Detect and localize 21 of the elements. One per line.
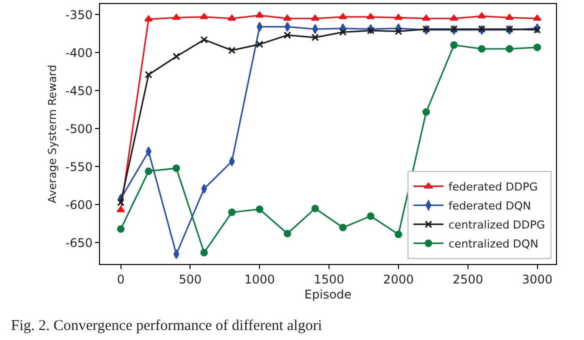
y-tick-label: -600 <box>65 198 93 212</box>
caption: Fig. 2. Convergence performance of different algori <box>11 318 322 334</box>
x-tick-label: 3000 <box>522 272 553 286</box>
legend-label: centralized DDPG <box>448 218 546 232</box>
x-tick-label: 2500 <box>452 272 484 286</box>
y-tick-label: -550 <box>65 160 93 174</box>
legend-label: federated DDPG <box>448 180 538 194</box>
x-axis-title: Episode <box>304 287 352 302</box>
y-tick-label: -350 <box>65 8 93 22</box>
y-tick-label: -500 <box>65 122 93 136</box>
x-tick-label: 0 <box>117 272 125 286</box>
y-tick-label: -400 <box>65 46 93 60</box>
y-axis-title: Average Systerm Reward <box>46 64 60 204</box>
legend-label: federated DQN <box>448 200 532 213</box>
y-tick-label: -650 <box>65 236 93 250</box>
x-tick-label: 1500 <box>314 272 344 286</box>
x-tick-label: 1000 <box>244 272 275 286</box>
y-tick-label: -450 <box>65 84 93 98</box>
x-tick-label: 500 <box>178 272 202 286</box>
x-tick-label: 2000 <box>383 272 414 286</box>
legend-label: centralized DQN <box>448 238 538 251</box>
